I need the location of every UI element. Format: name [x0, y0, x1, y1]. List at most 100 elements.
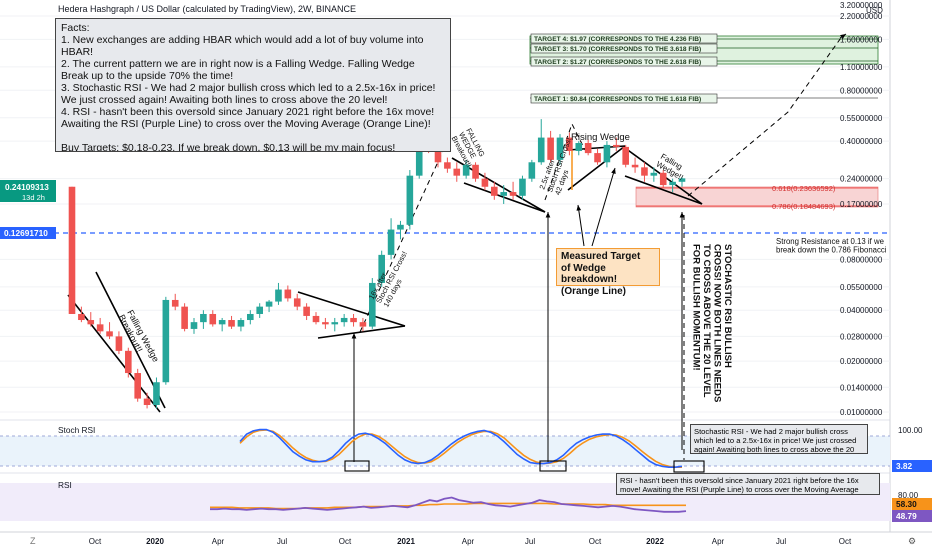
target-label: TARGET 1: $0.84 (CORRESPONDS TO THE 1.61…	[530, 93, 718, 104]
arrow-line	[577, 204, 585, 247]
trendline	[297, 291, 406, 327]
price-tick: 0.80000000	[840, 86, 883, 95]
last-price-bg	[0, 180, 56, 202]
stoch-vertical-label-line: CROSS! NOW BOTH LINES NEEDS	[712, 244, 723, 402]
candle-body	[125, 350, 132, 374]
candle-body	[613, 144, 620, 147]
settings-gear-icon: ⚙	[908, 536, 916, 546]
cross-highlight-box	[673, 460, 705, 473]
candle-body	[200, 313, 207, 323]
candle-body	[566, 137, 573, 151]
candle-body	[359, 322, 367, 327]
stoch-k-line	[239, 428, 683, 469]
last-price: 0.24109313	[5, 182, 49, 192]
candles	[68, 119, 686, 409]
candle-body	[397, 224, 404, 230]
candle-body	[631, 164, 639, 168]
candle-body	[659, 172, 667, 186]
falling-wedge-right-label: FallingWedge!!	[655, 152, 690, 182]
candle-body	[303, 306, 310, 316]
rsi-tick: 80.00	[898, 491, 919, 500]
target-label: TARGET 4: $1.97 (CORRESPONDS TO THE 4.23…	[530, 33, 718, 44]
facts-line: Buy Targets: $0.18-0.23. If we break dow…	[61, 142, 396, 152]
measured-target-line: Measured Target	[561, 251, 641, 262]
price-tick: 0.55000000	[840, 114, 883, 123]
hline-price-bg	[0, 227, 56, 239]
trendline	[624, 175, 703, 205]
facts-line: 3. Stochastic RSI - We had 2 major bulli…	[61, 82, 439, 106]
stoch-value: 3.82	[896, 461, 913, 471]
candle-body	[603, 144, 611, 163]
candle-body	[134, 373, 141, 399]
candle-body	[115, 336, 123, 351]
trendline	[317, 325, 406, 339]
stoch-value-bg	[892, 460, 932, 472]
candle-body	[481, 178, 489, 187]
price-tick: 0.02800000	[840, 332, 883, 341]
arrow-head	[840, 34, 846, 40]
facts-box: Facts: 1. New exchanges are adding HBAR w…	[55, 18, 451, 152]
stoch-vertical-label-line: STOCHASTIC RSI BULLISH	[722, 244, 733, 368]
candle-body	[256, 306, 263, 314]
candle-body	[350, 317, 357, 323]
candle-body	[190, 322, 198, 329]
facts-line: 4. RSI - hasn't been this oversold since…	[61, 106, 437, 130]
trendline	[463, 182, 546, 213]
time-tick: Apr	[712, 537, 725, 546]
price-tick: 0.01400000	[840, 383, 883, 392]
price-tick: 0.40000000	[840, 137, 883, 146]
candle-body	[462, 164, 470, 176]
fib-label: 0.618(0.23636592)	[772, 184, 836, 193]
candle-body	[528, 162, 536, 179]
indicator-lines	[210, 428, 705, 513]
target-label: TARGET 2: $1.27 (CORRESPONDS TO THE 2.61…	[530, 56, 718, 67]
stoch-title: Stoch RSI	[58, 425, 95, 435]
candle-body	[275, 289, 282, 302]
projection	[687, 34, 844, 197]
time-tick: Apr	[462, 537, 475, 546]
currency-label: USD	[866, 6, 883, 15]
time-tick: 2022	[646, 537, 664, 546]
candle-body	[406, 175, 414, 225]
candle-body	[237, 320, 245, 327]
strong-resistance-label: Strong Resistance at 0.13 if we break dow…	[776, 237, 887, 255]
price-axis: 3.20000000 2.20000000 1.60000000 1.10000000…	[0, 1, 932, 522]
candle-body	[218, 320, 226, 325]
measured-target-line: (Orange Line)	[561, 285, 627, 297]
target-label-bg	[530, 33, 718, 44]
candle-body	[162, 299, 170, 383]
facts-line: 1. New exchanges are adding HBAR which w…	[61, 34, 427, 58]
stoch-tick: 100.00	[898, 426, 923, 435]
candle-body	[284, 289, 292, 299]
candle-body	[171, 299, 179, 307]
price-tick: 0.24000000	[840, 175, 883, 184]
rsi-line	[210, 496, 687, 513]
candle-body	[78, 313, 85, 321]
candle-body	[331, 322, 339, 325]
candle-body	[143, 398, 151, 406]
candle-body	[293, 298, 301, 307]
time-tick: Oct	[89, 537, 102, 546]
arrow-head	[611, 168, 616, 174]
price-tick: 1.60000000	[840, 35, 883, 44]
candle-body	[444, 162, 451, 169]
stoch-rsi-note: Stochastic RSI - We had 2 major bullish …	[690, 424, 868, 454]
candle-body	[369, 282, 376, 327]
fib-label: 0.786(0.18484693)	[772, 202, 836, 211]
rising-wedge-label: Rising Wedge	[571, 132, 630, 143]
target-label-text: TARGET 1: $0.84 (CORRESPONDS TO THE 1.61…	[534, 96, 701, 103]
time-tick: 2021	[397, 537, 415, 546]
candle-body	[509, 192, 517, 196]
strong-resistance-label-line: break down the 0.786 Fibonacci	[776, 246, 887, 255]
arrow-head	[576, 205, 582, 211]
rsi-ma-value: 58.30	[896, 499, 917, 509]
time-axis: Oct 2020 Apr Jul Oct 2021 Apr Jul Oct 2022 Apr Jul O…	[30, 536, 916, 546]
chart-title: Hedera Hashgraph / US Dollar (calculated…	[58, 4, 356, 14]
price-tick: 0.01000000	[840, 408, 883, 417]
strong-resistance-label-line: Strong Resistance at 0.13 if we	[776, 237, 884, 246]
target-boxes: TARGET 4: $1.97 (CORRESPONDS TO THE 4.23…	[529, 33, 879, 211]
arrow-line	[591, 167, 616, 247]
arrow-head	[545, 212, 551, 218]
target-label-bg	[530, 43, 718, 54]
target-label-text: TARGET 2: $1.27 (CORRESPONDS TO THE 2.61…	[534, 59, 701, 66]
